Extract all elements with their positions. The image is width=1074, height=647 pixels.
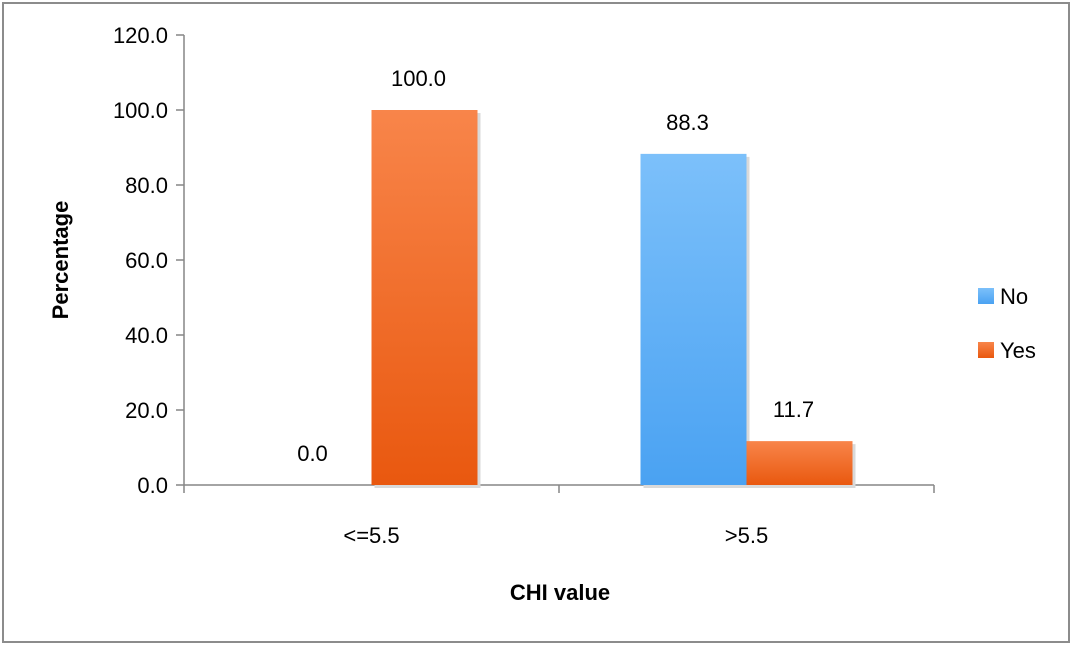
data-label: 100.0: [391, 66, 446, 91]
legend-label-no: No: [1000, 284, 1028, 309]
y-tick-label: 40.0: [125, 323, 168, 348]
legend-label-yes: Yes: [1000, 338, 1036, 363]
x-tick-label: <=5.5: [343, 523, 399, 548]
y-tick-label: 120.0: [113, 23, 168, 48]
bar-no-2: [640, 153, 747, 485]
data-label: 11.7: [773, 397, 814, 422]
bar-yes-2: [746, 441, 853, 485]
bar-yes-1: [371, 110, 478, 485]
y-tick-label: 80.0: [125, 173, 168, 198]
x-tick-label: >5.5: [725, 523, 768, 548]
data-labels: 0.0 100.0 88.3 11.7: [297, 66, 814, 466]
legend-swatch-yes: [978, 342, 994, 358]
bars: [371, 110, 856, 488]
y-axis-title: Percentage: [48, 201, 73, 320]
x-axis-title: CHI value: [510, 580, 610, 605]
data-label: 88.3: [666, 110, 709, 135]
legend-swatch-no: [978, 288, 994, 304]
y-tick-label: 60.0: [125, 248, 168, 273]
data-label: 0.0: [297, 441, 328, 466]
y-tick-label: 100.0: [113, 98, 168, 123]
y-tick-label: 20.0: [125, 398, 168, 423]
legend: No Yes: [978, 284, 1036, 363]
axes: 0.0 20.0 40.0 60.0 80.0 100.0 120.0 <=5.5 >5.5: [113, 23, 935, 548]
y-tick-label: 0.0: [137, 473, 168, 498]
